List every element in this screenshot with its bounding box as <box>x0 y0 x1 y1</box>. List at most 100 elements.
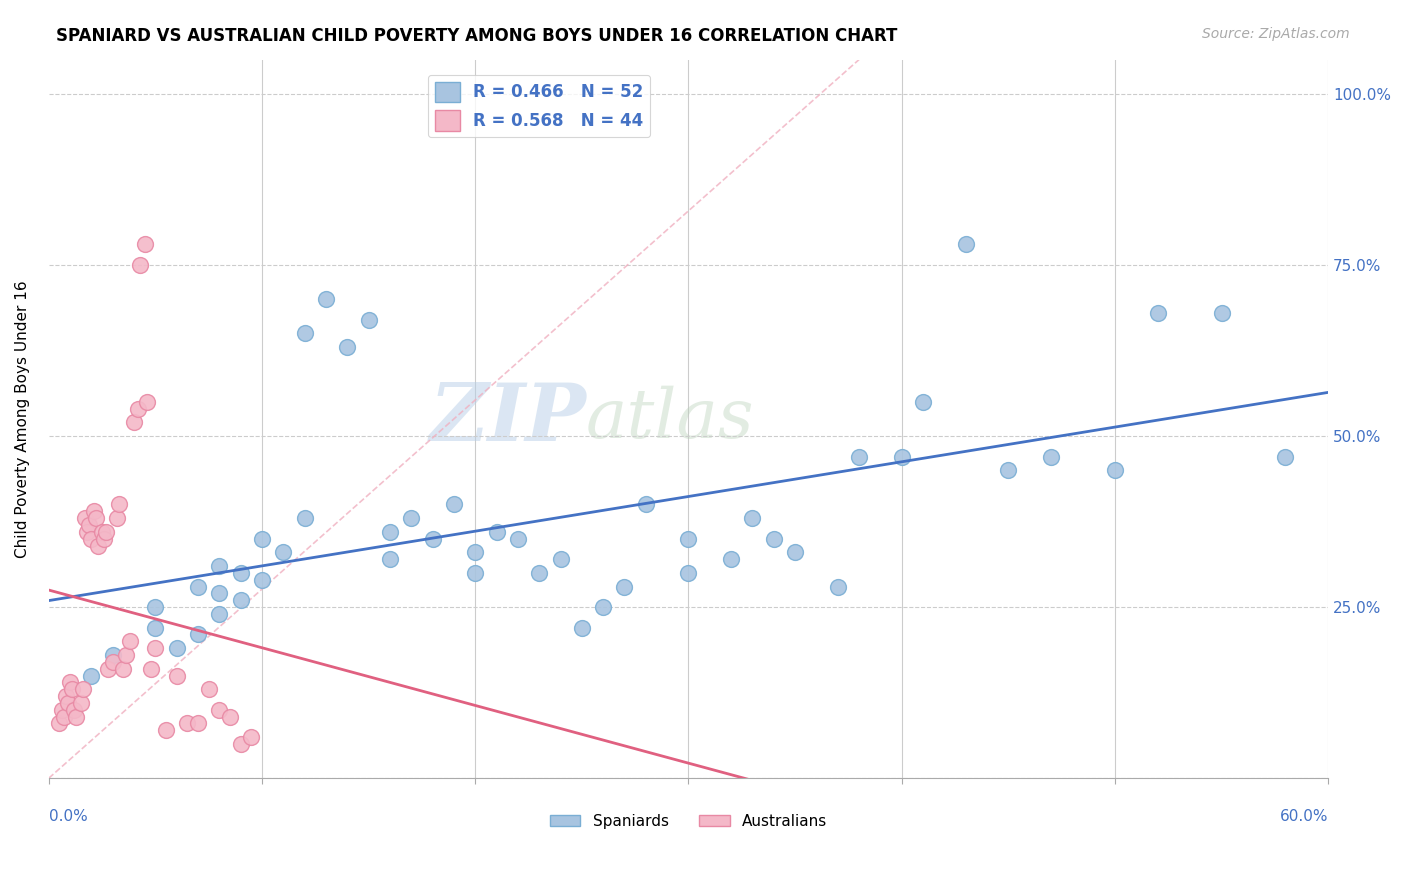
Point <box>52 709 75 723</box>
Point <box>294 326 316 341</box>
Point <box>63 703 86 717</box>
Point <box>55 689 77 703</box>
Point <box>678 566 700 580</box>
Point <box>208 703 231 717</box>
Point <box>240 730 263 744</box>
Point <box>87 539 110 553</box>
Point <box>399 511 422 525</box>
Point <box>783 545 806 559</box>
Point <box>187 627 209 641</box>
Point <box>97 662 120 676</box>
Point <box>48 716 70 731</box>
Point <box>112 662 135 676</box>
Point <box>187 580 209 594</box>
Point <box>80 532 103 546</box>
Y-axis label: Child Poverty Among Boys Under 16: Child Poverty Among Boys Under 16 <box>15 280 30 558</box>
Point <box>105 511 128 525</box>
Point <box>634 498 657 512</box>
Point <box>56 696 79 710</box>
Point <box>122 415 145 429</box>
Point <box>59 675 82 690</box>
Point <box>741 511 763 525</box>
Point <box>443 498 465 512</box>
Point <box>135 394 157 409</box>
Point <box>229 566 252 580</box>
Text: SPANIARD VS AUSTRALIAN CHILD POVERTY AMONG BOYS UNDER 16 CORRELATION CHART: SPANIARD VS AUSTRALIAN CHILD POVERTY AMO… <box>56 27 897 45</box>
Point <box>720 552 742 566</box>
Point <box>208 586 231 600</box>
Point <box>108 498 131 512</box>
Point <box>464 545 486 559</box>
Text: 60.0%: 60.0% <box>1279 809 1329 824</box>
Point <box>848 450 870 464</box>
Point <box>72 682 94 697</box>
Point <box>762 532 785 546</box>
Point <box>955 237 977 252</box>
Point <box>187 716 209 731</box>
Point <box>60 682 83 697</box>
Point <box>80 668 103 682</box>
Point <box>51 703 73 717</box>
Point <box>176 716 198 731</box>
Point <box>134 237 156 252</box>
Point <box>1274 450 1296 464</box>
Point <box>890 450 912 464</box>
Point <box>69 696 91 710</box>
Point <box>65 709 87 723</box>
Point <box>93 532 115 546</box>
Point <box>527 566 550 580</box>
Point <box>506 532 529 546</box>
Point <box>592 600 614 615</box>
Point <box>219 709 242 723</box>
Point <box>208 607 231 621</box>
Point <box>827 580 849 594</box>
Point <box>1104 463 1126 477</box>
Text: ZIP: ZIP <box>429 380 586 458</box>
Point <box>139 662 162 676</box>
Point <box>571 621 593 635</box>
Point <box>73 511 96 525</box>
Point <box>91 524 114 539</box>
Point <box>96 524 118 539</box>
Point <box>613 580 636 594</box>
Point <box>1039 450 1062 464</box>
Point <box>911 394 934 409</box>
Point <box>464 566 486 580</box>
Point <box>378 524 401 539</box>
Point <box>76 524 98 539</box>
Point <box>997 463 1019 477</box>
Point <box>118 634 141 648</box>
Point <box>197 682 219 697</box>
Text: 0.0%: 0.0% <box>49 809 87 824</box>
Point <box>208 559 231 574</box>
Text: Source: ZipAtlas.com: Source: ZipAtlas.com <box>1202 27 1350 41</box>
Point <box>294 511 316 525</box>
Point <box>1211 306 1233 320</box>
Point <box>250 573 273 587</box>
Point <box>129 258 152 272</box>
Legend: Spaniards, Australians: Spaniards, Australians <box>544 808 834 835</box>
Point <box>166 668 188 682</box>
Point <box>336 340 359 354</box>
Point <box>678 532 700 546</box>
Point <box>101 648 124 662</box>
Text: atlas: atlas <box>586 385 755 452</box>
Point <box>145 621 167 635</box>
Point <box>83 504 105 518</box>
Point <box>485 524 508 539</box>
Point <box>422 532 444 546</box>
Point <box>114 648 136 662</box>
Point <box>84 511 107 525</box>
Point <box>229 737 252 751</box>
Point <box>145 600 167 615</box>
Point <box>271 545 294 559</box>
Point <box>155 723 177 738</box>
Point <box>166 641 188 656</box>
Point <box>145 641 167 656</box>
Point <box>315 292 337 306</box>
Point <box>77 518 100 533</box>
Point <box>229 593 252 607</box>
Point <box>127 401 149 416</box>
Point <box>250 532 273 546</box>
Point <box>101 655 124 669</box>
